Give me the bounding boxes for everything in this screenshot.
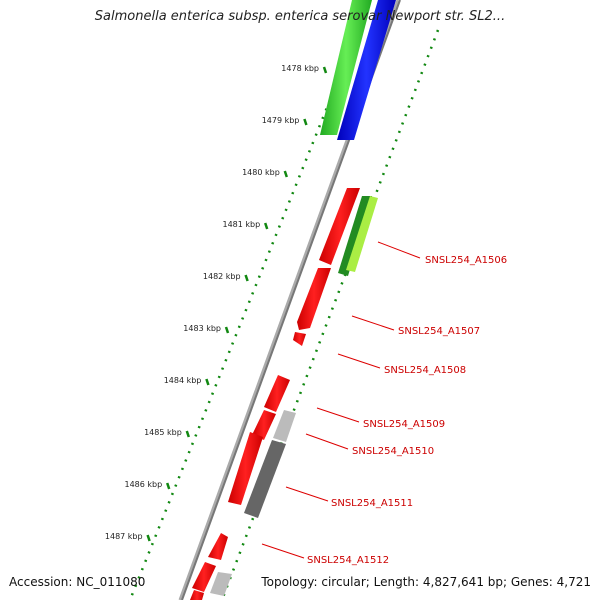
scale-tick-label: 1484 kbp <box>164 376 202 385</box>
scale-tick-label: 1480 kbp <box>242 168 280 177</box>
feature-dark-green <box>338 196 372 276</box>
scale-tick <box>166 482 171 490</box>
cds-feature <box>192 562 216 592</box>
cds-feature <box>319 188 360 265</box>
feature-green-band <box>320 0 372 135</box>
cds-feature <box>252 410 276 440</box>
summary-text: Topology: circular; Length: 4,827,641 bp… <box>261 575 591 589</box>
scale-tick-label: 1485 kbp <box>144 428 182 437</box>
gene-label-snsl254-a1506[interactable]: SNSL254_A1506 <box>425 255 507 266</box>
gene-leader-line <box>316 407 360 423</box>
scale-tick-label: 1481 kbp <box>222 220 260 229</box>
scale-tick <box>146 534 151 542</box>
feature-blue-band <box>337 0 396 140</box>
cds-feature <box>190 590 204 600</box>
accession-text: Accession: NC_011080 <box>9 575 146 589</box>
cds-feature <box>297 268 331 330</box>
gene-leader-line <box>261 543 305 559</box>
gene-leader-line <box>305 433 349 450</box>
scale-tick <box>303 118 308 126</box>
scale-tick-label: 1487 kbp <box>105 532 143 541</box>
scale-tick <box>185 430 190 438</box>
scale-tick <box>205 378 210 386</box>
feature-gray-light <box>273 410 296 442</box>
gene-leader-line <box>337 353 381 369</box>
scale-tick-label: 1486 kbp <box>124 480 162 489</box>
scale-tick <box>264 222 269 230</box>
gene-label-snsl254-a1509[interactable]: SNSL254_A1509 <box>363 419 445 430</box>
gene-label-snsl254-a1511[interactable]: SNSL254_A1511 <box>331 498 413 509</box>
gene-leader-line <box>351 315 395 331</box>
scale-tick-label: 1482 kbp <box>203 272 241 281</box>
gene-leader-line <box>377 241 421 259</box>
feature-light-green <box>346 196 378 272</box>
cds-feature <box>208 533 228 560</box>
gene-label-snsl254-a1507[interactable]: SNSL254_A1507 <box>398 326 480 337</box>
cds-feature <box>264 375 290 412</box>
scale-tick <box>244 274 249 282</box>
scale-tick-label: 1483 kbp <box>183 324 221 333</box>
cds-feature <box>228 432 263 505</box>
scale-tick <box>224 326 230 334</box>
scale-tick <box>322 66 328 74</box>
gene-leader-line <box>285 486 329 502</box>
gene-label-snsl254-a1510[interactable]: SNSL254_A1510 <box>352 446 434 457</box>
gene-label-snsl254-a1512[interactable]: SNSL254_A1512 <box>307 555 389 566</box>
cds-feature <box>293 332 306 346</box>
scale-tick <box>283 170 288 178</box>
feature-gray-dark <box>244 440 286 518</box>
scale-tick-label: 1478 kbp <box>281 64 319 73</box>
feature-gray-light-bottom <box>210 572 232 596</box>
genome-title: Salmonella enterica subsp. enterica sero… <box>94 9 506 24</box>
scale-tick-label: 1479 kbp <box>262 116 300 125</box>
gene-label-snsl254-a1508[interactable]: SNSL254_A1508 <box>384 365 466 376</box>
